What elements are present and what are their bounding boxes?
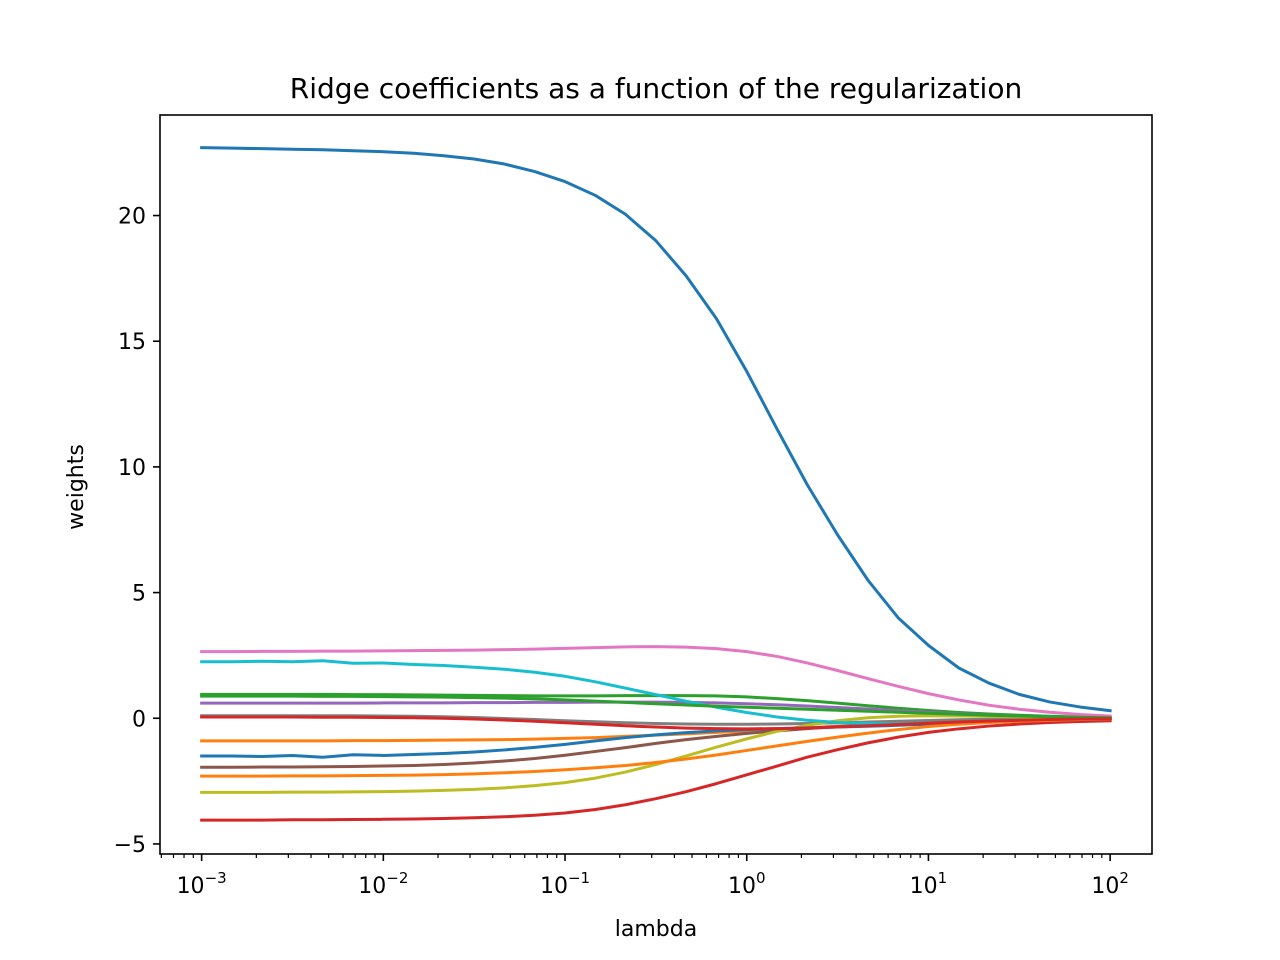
y-tick-label: 20 xyxy=(118,205,146,230)
x-tick-label: 101 xyxy=(910,869,948,899)
chart-title: Ridge coefficients as a function of the … xyxy=(290,72,1022,105)
plot-area-frame xyxy=(159,114,1153,855)
y-tick-label: 15 xyxy=(118,330,146,355)
y-tick-label: 0 xyxy=(132,707,146,732)
series-line-8 xyxy=(200,714,1112,726)
x-axis: 10−3 10−2 10−1 100 101 102 xyxy=(160,854,1129,899)
y-tick-label: 5 xyxy=(132,582,146,607)
series-line-7 xyxy=(200,645,1112,718)
x-tick-label: 100 xyxy=(728,869,766,899)
x-axis-label: lambda xyxy=(615,917,697,942)
x-tick-label: 10−1 xyxy=(540,869,590,899)
series-line-1 xyxy=(200,146,1112,713)
series-line-9 xyxy=(200,714,1112,794)
y-axis: −5 0 5 10 15 20 xyxy=(114,205,160,858)
y-tick-label: −5 xyxy=(114,833,146,858)
x-tick-label: 10−2 xyxy=(358,869,408,899)
x-tick-label: 102 xyxy=(1091,869,1129,899)
y-tick-label: 10 xyxy=(118,456,146,481)
series-line-13 xyxy=(200,694,1112,720)
y-axis-label: weights xyxy=(64,444,89,530)
series-line-4 xyxy=(200,719,1112,822)
series-line-14 xyxy=(200,715,1112,731)
series-line-12 xyxy=(200,717,1112,778)
series-layer xyxy=(200,146,1112,822)
x-tick-label: 10−3 xyxy=(177,869,227,899)
